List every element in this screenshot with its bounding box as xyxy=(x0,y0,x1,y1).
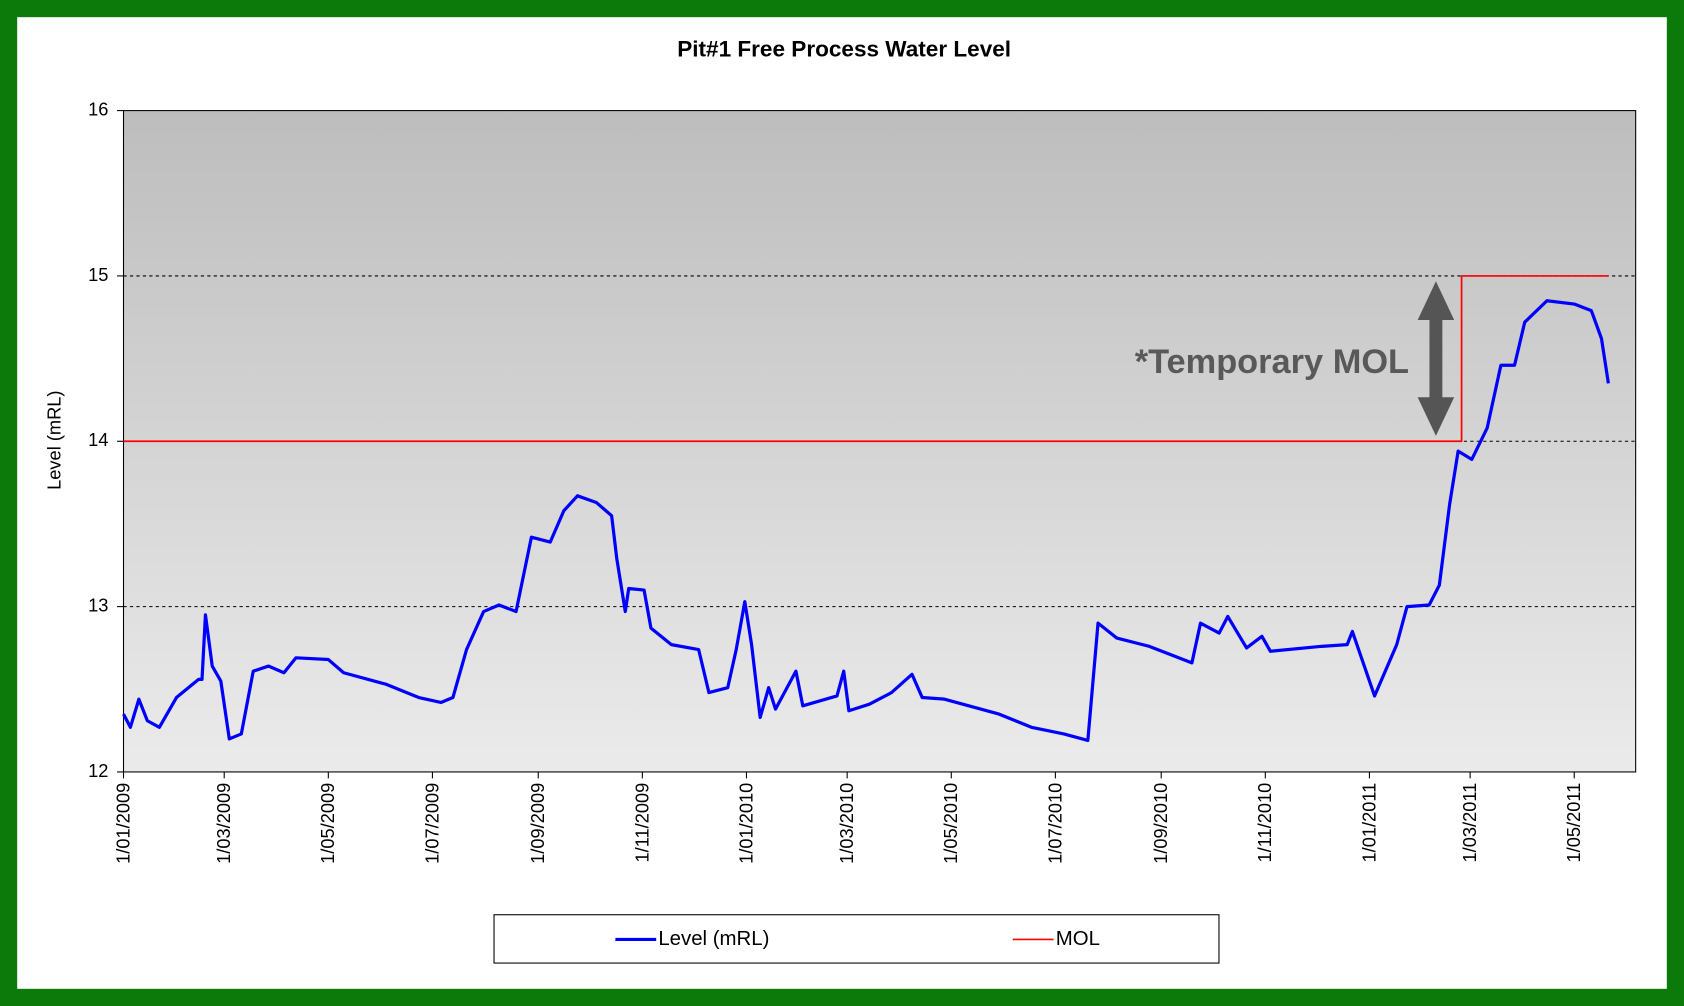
legend-items: Level (mRL) MOL xyxy=(615,928,1100,950)
x-tick-label: 1/09/2009 xyxy=(527,783,548,864)
x-tick-label: 1/05/2009 xyxy=(317,783,338,864)
x-tick-label: 1/01/2009 xyxy=(112,783,133,864)
y-tick-label: 16 xyxy=(88,98,108,119)
legend-label: Level (mRL) xyxy=(658,928,769,950)
x-tick-label: 1/01/2010 xyxy=(735,783,756,864)
x-tick-label: 1/01/2011 xyxy=(1358,783,1379,863)
series xyxy=(122,275,1610,743)
y-tick-label: 13 xyxy=(88,594,108,615)
y-tick-label: 14 xyxy=(88,429,108,450)
y-tick-label: 12 xyxy=(88,760,108,781)
x-tick-label: 1/05/2010 xyxy=(940,783,961,864)
legend-label: MOL xyxy=(1056,928,1100,950)
series-line xyxy=(122,299,1610,743)
y-axis-label: Level (mRL) xyxy=(44,391,65,490)
annotation: *Temporary MOL xyxy=(1135,343,1409,381)
x-tick-label: 1/07/2010 xyxy=(1044,783,1065,864)
x-tick-label: 1/07/2009 xyxy=(421,783,442,864)
x-tick-label: 1/03/2011 xyxy=(1459,783,1480,863)
annotation-arrow xyxy=(1417,281,1455,436)
x-tick-label: 1/11/2009 xyxy=(631,783,652,863)
chart-title: Pit#1 Free Process Water Level xyxy=(677,36,1011,61)
x-tick-label: 1/09/2010 xyxy=(1150,783,1171,864)
legend xyxy=(493,914,1220,964)
x-tick-label: 1/11/2010 xyxy=(1254,783,1275,863)
x-tick-label: 1/05/2011 xyxy=(1563,783,1584,863)
y-tick-label: 15 xyxy=(88,264,108,285)
x-tick-label: 1/03/2009 xyxy=(213,783,234,864)
series-line xyxy=(123,275,1609,443)
x-tick-label: 1/03/2010 xyxy=(836,783,857,864)
